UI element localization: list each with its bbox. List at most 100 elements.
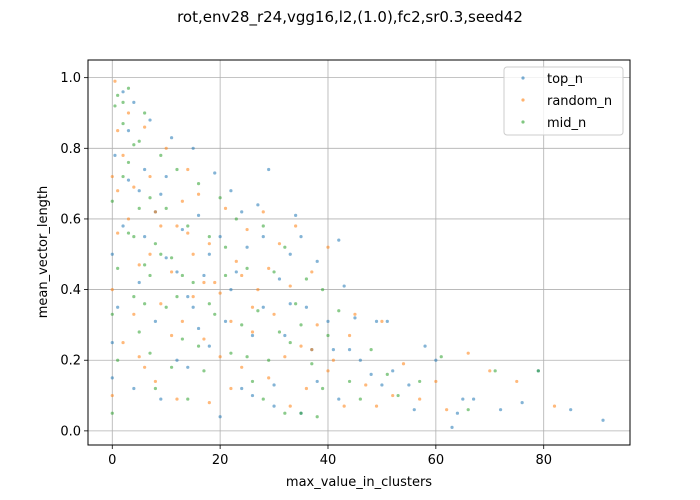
x-tick-label: 80	[535, 453, 552, 468]
scatter-point-mid_n	[180, 273, 184, 278]
scatter-point-random_n	[256, 287, 260, 292]
scatter-point-top_n	[137, 280, 141, 285]
scatter-point-top_n	[159, 397, 163, 401]
scatter-point-random_n	[326, 245, 330, 249]
scatter-point-random_n	[223, 206, 228, 210]
scatter-point-mid_n	[202, 369, 206, 373]
scatter-point-mid_n	[164, 305, 168, 309]
scatter-point-top_n	[450, 425, 454, 429]
scatter-point-top_n	[126, 129, 131, 133]
scatter-point-mid_n	[315, 415, 319, 419]
scatter-point-top_n	[326, 319, 330, 323]
scatter-point-random_n	[207, 401, 211, 405]
scatter-point-mid_n	[148, 196, 152, 200]
scatter-point-top_n	[186, 365, 190, 369]
scatter-point-random_n	[261, 210, 265, 214]
scatter-point-mid_n	[110, 411, 114, 415]
scatter-point-random_n	[153, 379, 158, 384]
scatter-point-top_n	[116, 305, 120, 309]
scatter-point-mid_n	[439, 355, 443, 359]
scatter-point-mid_n	[396, 393, 400, 398]
scatter-point-random_n	[169, 270, 174, 274]
scatter-point-top_n	[347, 348, 352, 352]
scatter-point-top_n	[186, 295, 190, 299]
scatter-point-mid_n	[137, 330, 141, 334]
legend-box	[503, 66, 624, 136]
x-axis-label: max_value_in_clusters	[286, 475, 432, 490]
scatter-point-mid_n	[229, 351, 233, 355]
scatter-point-mid_n	[132, 295, 136, 299]
scatter-point-mid_n	[223, 245, 228, 249]
scatter-point-mid_n	[321, 287, 325, 292]
scatter-point-mid_n	[213, 312, 217, 316]
scatter-point-top_n	[148, 118, 152, 122]
scatter-point-mid_n	[347, 379, 352, 384]
scatter-point-mid_n	[267, 358, 271, 362]
scatter-point-top_n	[434, 358, 438, 362]
scatter-point-top_n	[132, 100, 136, 104]
scatter-point-top_n	[164, 256, 168, 260]
scatter-point-top_n	[374, 319, 379, 323]
scatter-point-random_n	[374, 404, 379, 408]
scatter-point-random_n	[143, 125, 147, 129]
scatter-point-top_n	[132, 386, 136, 391]
scatter-point-top_n	[213, 171, 217, 175]
scatter-point-random_n	[196, 192, 201, 196]
scatter-point-mid_n	[369, 348, 373, 352]
scatter-point-top_n	[191, 146, 195, 150]
scatter-point-random_n	[132, 185, 136, 189]
scatter-point-mid_n	[110, 312, 114, 316]
scatter-point-random_n	[121, 340, 125, 345]
scatter-point-random_n	[218, 355, 222, 359]
scatter-point-random_n	[267, 376, 271, 380]
scatter-point-mid_n	[169, 256, 174, 260]
y-tick-label: 0.2	[60, 354, 81, 369]
scatter-point-random_n	[245, 227, 249, 232]
scatter-point-random_n	[267, 266, 271, 270]
scatter-point-top_n	[164, 174, 168, 179]
series-top_n	[110, 90, 605, 429]
scatter-point-top_n	[315, 259, 319, 263]
scatter-point-top_n	[240, 386, 244, 391]
scatter-point-top_n	[315, 379, 319, 384]
scatter-point-mid_n	[143, 302, 147, 306]
scatter-point-mid_n	[261, 397, 265, 401]
scatter-point-random_n	[116, 129, 120, 133]
x-tick-label: 40	[320, 453, 337, 468]
scatter-point-random_n	[347, 333, 352, 338]
scatter-point-top_n	[110, 340, 114, 345]
scatter-point-random_n	[132, 312, 136, 316]
x-tick-label: 20	[212, 453, 229, 468]
scatter-point-random_n	[218, 291, 222, 295]
scatter-point-random_n	[126, 111, 131, 115]
scatter-point-top_n	[245, 245, 249, 249]
scatter-point-random_n	[126, 217, 131, 221]
scatter-point-mid_n	[536, 369, 540, 373]
scatter-point-random_n	[294, 224, 298, 228]
scatter-point-random_n	[250, 330, 255, 334]
scatter-point-mid_n	[294, 302, 298, 306]
scatter-point-top_n	[461, 397, 465, 401]
y-tick-label: 0.4	[60, 283, 81, 298]
scatter-point-top_n	[234, 270, 238, 274]
scatter-point-random_n	[240, 365, 244, 369]
scatter-point-mid_n	[143, 111, 147, 115]
scatter-point-mid_n	[234, 217, 238, 221]
scatter-point-mid_n	[337, 309, 341, 313]
scatter-point-mid_n	[153, 242, 158, 246]
scatter-point-mid_n	[256, 309, 260, 313]
chart-title: rot,env28_r24,vgg16,l2,(1.0),fc2,sr0.3,s…	[177, 8, 523, 27]
scatter-point-mid_n	[310, 362, 314, 366]
scatter-point-random_n	[353, 312, 357, 316]
scatter-point-mid_n	[121, 100, 125, 104]
scatter-point-top_n	[277, 277, 282, 281]
series-mid_n	[110, 86, 540, 419]
scatter-point-random_n	[315, 323, 319, 327]
scatter-point-top_n	[159, 192, 163, 196]
scatter-point-mid_n	[169, 365, 174, 369]
scatter-point-random_n	[304, 386, 309, 391]
scatter-point-random_n	[175, 224, 179, 228]
scatter-point-random_n	[153, 210, 158, 214]
scatter-point-top_n	[288, 252, 292, 256]
scatter-point-top_n	[121, 90, 125, 94]
